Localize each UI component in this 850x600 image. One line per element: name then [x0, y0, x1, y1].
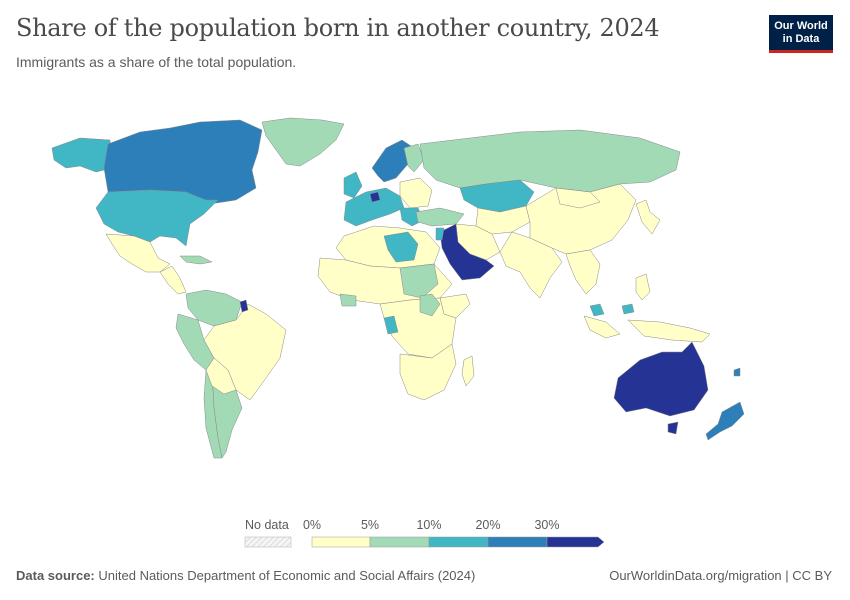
legend-no-data-swatch: [244, 536, 292, 548]
country-india-pakistan[interactable]: [499, 231, 563, 299]
country-korea-japan[interactable]: [635, 199, 661, 235]
legend-tick-label: 20%: [475, 518, 500, 532]
country-sudan[interactable]: [399, 263, 439, 299]
country-southeast-asia[interactable]: [565, 249, 601, 295]
country-mexico[interactable]: [105, 233, 171, 273]
country-usa[interactable]: [95, 189, 219, 247]
country-southern-africa[interactable]: [399, 343, 457, 401]
country-philippines[interactable]: [635, 273, 651, 301]
country-tasmania[interactable]: [667, 421, 679, 435]
legend-bin-0-5: [311, 536, 371, 548]
data-source: Data source: United Nations Department o…: [16, 568, 475, 583]
logo-line-1: Our World: [774, 20, 828, 32]
country-indonesia-east[interactable]: [627, 319, 711, 343]
footer-link[interactable]: OurWorldinData.org/migration | CC BY: [609, 568, 832, 583]
country-brunei[interactable]: [621, 303, 635, 315]
world-map[interactable]: [0, 108, 850, 480]
country-french-guiana[interactable]: [239, 299, 249, 313]
legend-no-data-label: No data: [245, 518, 289, 532]
country-bolivia-paraguay[interactable]: [205, 357, 237, 395]
country-greenland[interactable]: [261, 117, 345, 167]
chart-title: Share of the population born in another …: [16, 14, 660, 42]
legend-bin-10-20: [428, 536, 489, 548]
country-finland[interactable]: [403, 143, 425, 173]
country-pacific-islands[interactable]: [733, 367, 741, 377]
country-western-europe[interactable]: [343, 187, 405, 227]
legend-bin-5-10: [369, 536, 430, 548]
country-uk-ireland[interactable]: [343, 171, 363, 199]
country-libya[interactable]: [383, 231, 419, 263]
country-argentina[interactable]: [211, 369, 243, 459]
country-east-africa[interactable]: [419, 293, 441, 317]
country-switzerland-luxembourg[interactable]: [369, 191, 381, 203]
data-source-label: Data source:: [16, 568, 95, 583]
legend-bin-over-30: [546, 536, 605, 548]
country-australia[interactable]: [613, 341, 709, 417]
legend-tick-label: 10%: [416, 518, 441, 532]
country-eastern-europe[interactable]: [399, 177, 433, 209]
chart-subtitle: Immigrants as a share of the total popul…: [16, 54, 297, 70]
data-source-text: United Nations Department of Economic an…: [98, 568, 476, 583]
country-new-zealand[interactable]: [705, 401, 745, 441]
country-madagascar[interactable]: [461, 355, 475, 387]
country-gabon[interactable]: [383, 315, 399, 335]
country-mongolia[interactable]: [555, 187, 601, 209]
country-alaska[interactable]: [51, 137, 113, 173]
legend-tick-label: 30%: [534, 518, 559, 532]
country-caribbean[interactable]: [179, 255, 213, 265]
map-legend: No data 0% 5% 10% 20% 30%: [230, 512, 630, 562]
legend-bin-20-30: [487, 536, 548, 548]
legend-tick-label: 5%: [361, 518, 379, 532]
logo-line-2: in Data: [782, 33, 820, 45]
legend-tick-label: 0%: [303, 518, 321, 532]
country-levant[interactable]: [435, 227, 445, 241]
country-central-america[interactable]: [159, 265, 187, 295]
country-indonesia-west[interactable]: [583, 315, 621, 339]
owid-logo[interactable]: Our World in Data: [769, 15, 833, 53]
country-west-africa-coast[interactable]: [339, 293, 357, 307]
country-malaysia-singapore[interactable]: [589, 303, 605, 317]
country-arabian-peninsula[interactable]: [439, 223, 495, 281]
country-russia[interactable]: [419, 129, 681, 193]
country-turkey[interactable]: [415, 207, 465, 227]
